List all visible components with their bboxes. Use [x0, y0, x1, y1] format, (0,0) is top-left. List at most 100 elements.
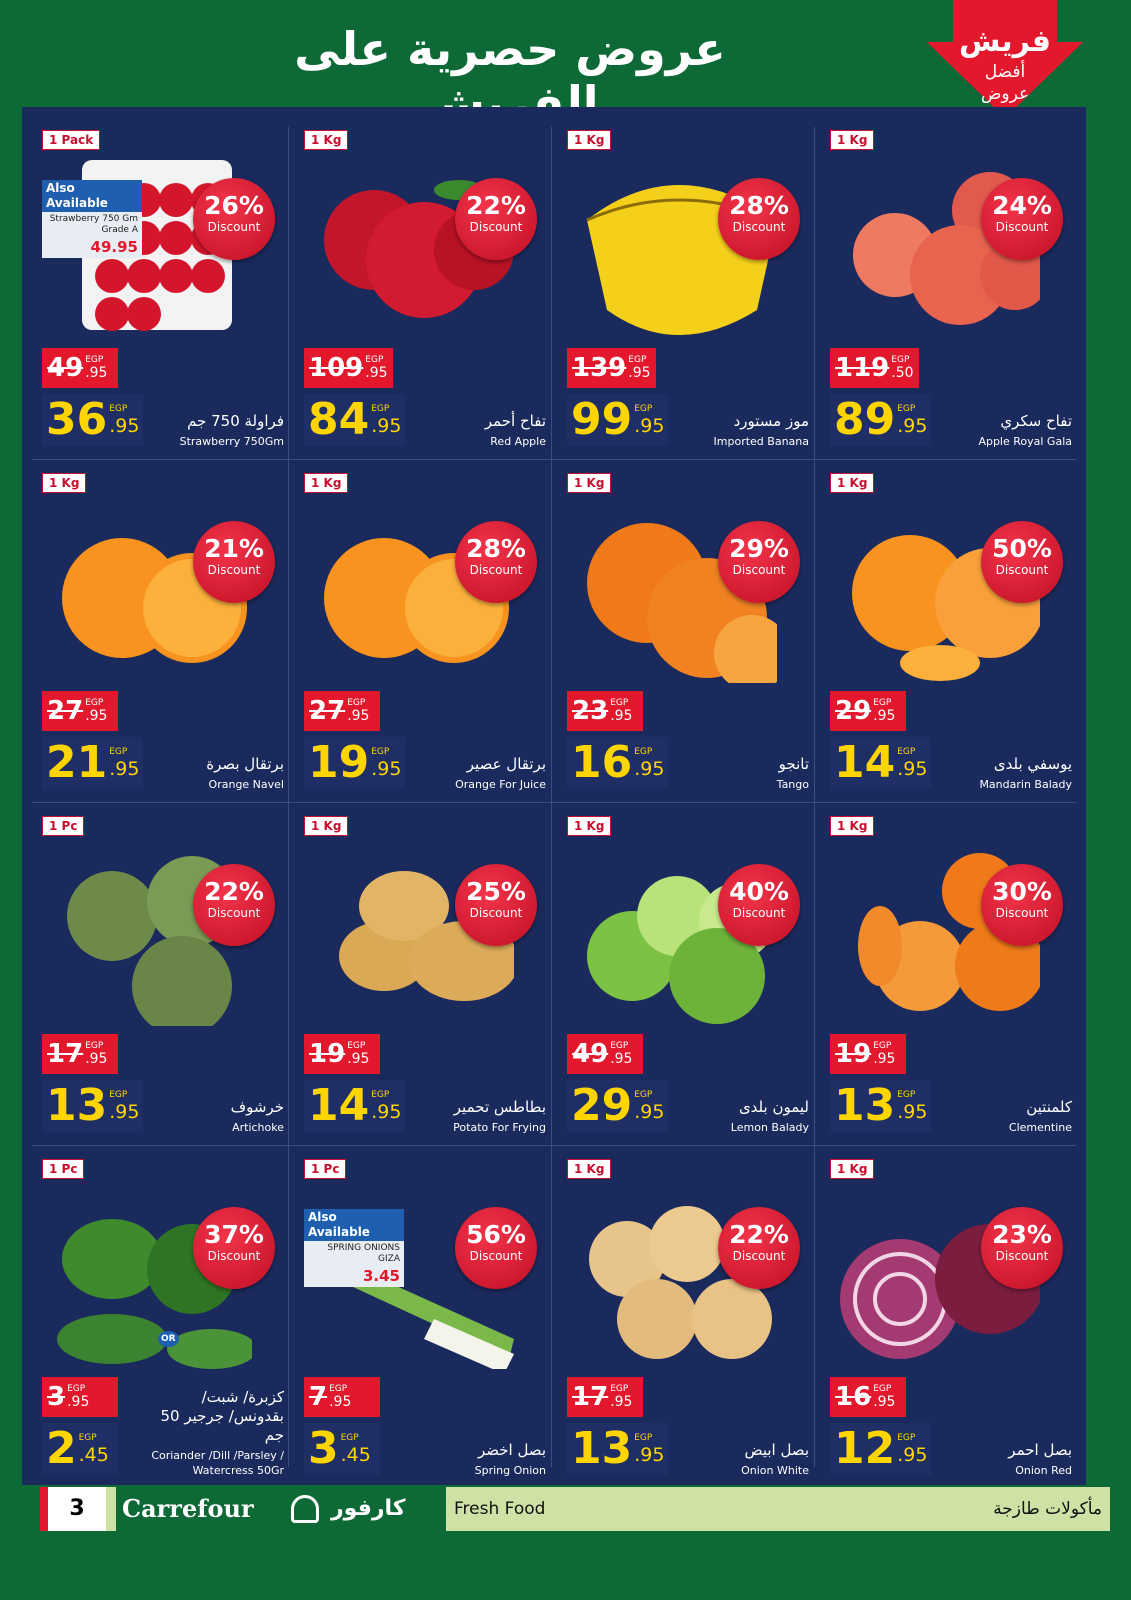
product-card[interactable]: 1 Kg 40% Discount 49 EGP .95 29 EGP .95 ليمون…	[555, 806, 817, 1149]
product-card[interactable]: 1 Kg 25% Discount 19 EGP .95 14 EGP .95 بطاطس…	[292, 806, 554, 1149]
old-price-decimal: .95	[628, 365, 651, 381]
discount-badge: 28% Discount	[718, 178, 800, 260]
discount-percent: 28%	[466, 534, 526, 563]
old-price: 7 EGP .95	[304, 1377, 380, 1417]
discount-label: Discount	[995, 906, 1049, 920]
product-names: بصل احمر Onion Red	[930, 1441, 1072, 1478]
product-name-ar: موز مستورد	[733, 412, 809, 430]
discount-label: Discount	[732, 220, 786, 234]
new-price-integer: 12	[834, 1423, 896, 1474]
product-card[interactable]: 1 Kg 50% Discount 29 EGP .95 14 EGP .95 يوسفي…	[818, 463, 1080, 806]
old-price-decimal: .95	[873, 708, 896, 724]
currency-label: EGP	[365, 355, 384, 365]
white-onion-image	[589, 1206, 772, 1359]
currency-label: EGP	[85, 355, 104, 365]
logo-line-2: أفضل	[984, 62, 1026, 82]
new-price-integer: 14	[308, 1080, 370, 1131]
currency-label: EGP	[873, 1041, 892, 1051]
new-price-decimal: .95	[897, 1443, 928, 1466]
old-price: 119 EGP .50	[830, 348, 919, 388]
old-price: 17 EGP .95	[567, 1377, 643, 1417]
new-price: 21 EGP .95	[42, 737, 144, 789]
product-card[interactable]: 1 Pc OR 37% Discount 3 EGP .95 2 EGP .45 كزبر…	[30, 1149, 292, 1492]
new-price: 36 EGP .95	[42, 394, 144, 446]
section-label-en: Fresh Food	[454, 1499, 546, 1519]
brand-name-en: Carrefour	[122, 1494, 254, 1523]
old-price-integer: 119	[835, 353, 890, 383]
new-price: 3 EGP .45	[304, 1423, 380, 1475]
product-name-en: Artichoke	[232, 1121, 284, 1134]
currency-label: EGP	[897, 403, 916, 414]
unit-tag: 1 Kg	[567, 130, 612, 150]
product-name-ar: تفاح أحمر	[484, 412, 546, 430]
discount-label: Discount	[995, 220, 1049, 234]
new-price-decimal: .95	[634, 1100, 665, 1123]
product-card[interactable]: 1 Pc 22% Discount 17 EGP .95 13 EGP .95 خرشوف…	[30, 806, 292, 1149]
unit-tag: 1 Pc	[42, 1159, 85, 1179]
product-names: بصل ابيض Onion White	[667, 1441, 809, 1478]
discount-label: Discount	[732, 906, 786, 920]
carrefour-logo-icon	[291, 1495, 319, 1523]
product-card[interactable]: 1 Kg 30% Discount 19 EGP .95 13 EGP .95 كلمنت…	[818, 806, 1080, 1149]
old-price: 19 EGP .95	[830, 1034, 906, 1074]
new-price-integer: 36	[46, 394, 108, 445]
currency-label: EGP	[634, 1432, 653, 1443]
product-names: بصل اخضر Spring Onion	[404, 1441, 546, 1478]
new-price-decimal: .95	[109, 414, 140, 437]
old-price-integer: 49	[47, 353, 84, 383]
discount-percent: 22%	[466, 191, 526, 220]
section-label-ar: مأكولات طازجة	[993, 1499, 1102, 1519]
new-price: 99 EGP .95	[567, 394, 669, 446]
product-card[interactable]: 1 Pack Also Available Strawberry 750 Gm G…	[30, 120, 292, 463]
product-card[interactable]: 1 Kg 21% Discount 27 EGP .95 21 EGP .95 برتقا…	[30, 463, 292, 806]
product-name-en: Onion Red	[1015, 1464, 1072, 1477]
unit-tag: 1 Kg	[830, 473, 875, 493]
new-price-decimal: .45	[340, 1443, 371, 1466]
unit-tag: 1 Kg	[304, 816, 349, 836]
currency-label: EGP	[78, 1432, 97, 1443]
product-card[interactable]: 1 Kg 24% Discount 119 EGP .50 89 EGP .95 تفاح…	[818, 120, 1080, 463]
product-card[interactable]: 1 Kg 22% Discount 17 EGP .95 13 EGP .95 بصل ا…	[555, 1149, 817, 1492]
product-card[interactable]: 1 Kg 28% Discount 27 EGP .95 19 EGP .95 برتقا…	[292, 463, 554, 806]
old-price: 139 EGP .95	[567, 348, 656, 388]
discount-percent: 25%	[466, 877, 526, 906]
unit-tag: 1 Kg	[567, 473, 612, 493]
old-price-decimal: .95	[610, 708, 633, 724]
footer: 3 Carrefour كارفور Fresh Food مأكولات طا…	[40, 1487, 1110, 1531]
new-price-integer: 21	[46, 737, 108, 788]
discount-percent: 50%	[992, 534, 1052, 563]
new-price: 16 EGP .95	[567, 737, 669, 789]
currency-label: EGP	[634, 746, 653, 757]
old-price-decimal: .50	[891, 365, 914, 381]
also-available-heading: Also Available	[304, 1209, 404, 1241]
old-price: 19 EGP .95	[304, 1034, 380, 1074]
new-price-decimal: .95	[634, 757, 665, 780]
product-card[interactable]: 1 Kg 23% Discount 16 EGP .95 12 EGP .95 بصل ا…	[818, 1149, 1080, 1492]
new-price: 89 EGP .95	[830, 394, 932, 446]
unit-tag: 1 Kg	[830, 130, 875, 150]
discount-badge: 56% Discount	[455, 1207, 537, 1289]
old-price: 23 EGP .95	[567, 691, 643, 731]
discount-percent: 29%	[729, 534, 789, 563]
new-price-decimal: .95	[371, 1100, 402, 1123]
old-price-decimal: .95	[85, 1051, 108, 1067]
new-price: 14 EGP .95	[830, 737, 932, 789]
old-price-decimal: .95	[365, 365, 388, 381]
unit-tag: 1 Kg	[304, 130, 349, 150]
product-card[interactable]: 1 Kg 28% Discount 139 EGP .95 99 EGP .95 موز …	[555, 120, 817, 463]
product-card[interactable]: 1 Pc Also Available SPRING ONIONS GIZA 3.4…	[292, 1149, 554, 1492]
section-label: Fresh Food مأكولات طازجة	[446, 1487, 1110, 1531]
product-name-en: Clementine	[1008, 1121, 1072, 1134]
product-names: موز مستورد Imported Banana	[667, 412, 809, 449]
discount-badge: 30% Discount	[981, 864, 1063, 946]
product-name-en: Spring Onion	[474, 1464, 546, 1477]
product-names: فراولة 750 جم Strawberry 750Gm	[142, 412, 284, 449]
row-divider	[32, 802, 1076, 803]
product-name-en: Apple Royal Gala	[978, 435, 1072, 448]
product-card[interactable]: 1 Kg 29% Discount 23 EGP .95 16 EGP .95 تانجو…	[555, 463, 817, 806]
discount-badge: 22% Discount	[718, 1207, 800, 1289]
product-name-en: Coriander /Dill /Parsley / Watercress 50…	[151, 1449, 284, 1477]
old-price: 49 EGP .95	[42, 348, 118, 388]
product-name-en: Strawberry 750Gm	[179, 435, 284, 448]
product-card[interactable]: 1 Kg 22% Discount 109 EGP .95 84 EGP .95 تفاح…	[292, 120, 554, 463]
